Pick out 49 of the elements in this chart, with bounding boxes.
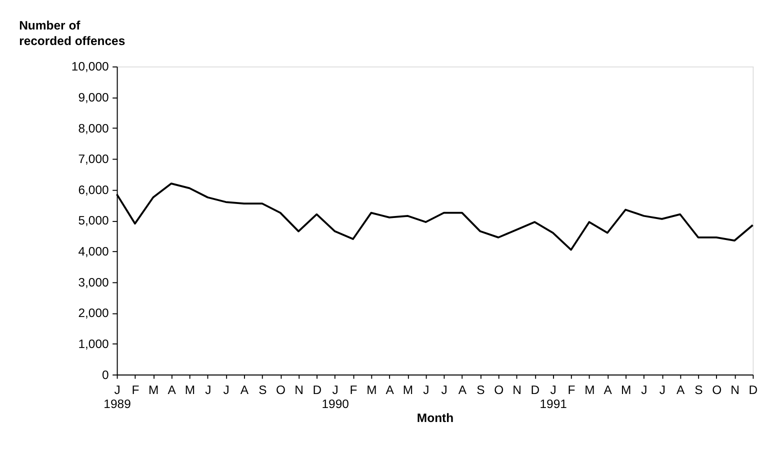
x-tick-label: M	[148, 382, 159, 397]
x-tick-label: O	[712, 382, 722, 397]
x-tick-label: A	[240, 382, 250, 397]
x-tick-label: S	[258, 382, 267, 397]
x-tick-label: S	[476, 382, 485, 397]
x-tick-label: J	[441, 382, 448, 397]
x-tick-label: S	[694, 382, 703, 397]
x-tick-label: J	[423, 382, 430, 397]
x-axis-title: Month	[416, 411, 454, 426]
y-tick-label: 0	[102, 368, 109, 382]
y-tick-label: 2,000	[78, 306, 109, 320]
x-tick-label: A	[168, 382, 177, 397]
x-tick-label: A	[386, 382, 395, 397]
y-tick-label: 7,000	[78, 152, 109, 166]
y-tick-label: 4,000	[78, 244, 109, 259]
y-tick-label: 3,000	[78, 275, 109, 290]
y-tick-label: 10,000	[71, 60, 110, 74]
x-tick-label: F	[132, 382, 140, 397]
x-tick-label: M	[366, 382, 377, 397]
x-tick-label: D	[530, 382, 540, 397]
y-tick-label: 5,000	[78, 214, 109, 228]
x-tick-label: A	[604, 382, 613, 397]
x-tick-label: J 1989	[104, 382, 132, 411]
y-tick-label: 8,000	[78, 121, 109, 136]
x-tick-label: D	[312, 382, 322, 397]
x-tick-label: M	[402, 382, 414, 397]
x-tick-label: O	[494, 382, 504, 397]
x-tick-label: N	[294, 382, 304, 397]
x-tick-label: F	[568, 382, 576, 397]
x-tick-label: J	[659, 382, 666, 397]
x-tick-label: J 1991	[540, 382, 568, 411]
y-tick-label: 9,000	[78, 90, 109, 105]
x-tick-label: A	[676, 382, 686, 397]
x-tick-label: J	[641, 382, 648, 397]
x-tick-label: A	[458, 382, 468, 397]
x-tick-label: M	[620, 382, 632, 397]
x-tick-label: M	[184, 382, 196, 397]
y-tick-label: 1,000	[78, 336, 109, 351]
x-tick-label: N	[512, 382, 522, 397]
x-tick-label: J	[223, 382, 230, 397]
y-axis-title: Number of recorded offences	[19, 18, 126, 48]
x-tick-label: J 1990	[322, 382, 350, 411]
x-tick-label: N	[730, 382, 740, 397]
x-tick-label: O	[276, 382, 286, 397]
x-tick-label: J	[205, 382, 212, 397]
x-tick-label: M	[584, 382, 595, 397]
x-tick-label: F	[350, 382, 358, 397]
y-tick-label: 6,000	[78, 182, 109, 197]
x-tick-label: D	[748, 382, 758, 397]
